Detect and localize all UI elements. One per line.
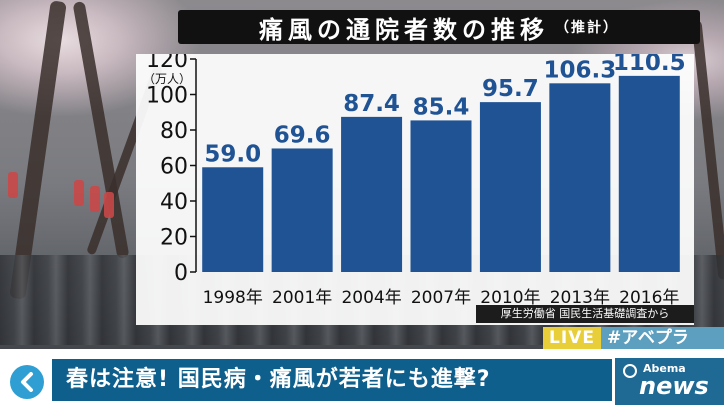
x-tick-label: 2010年	[480, 288, 540, 308]
y-tick-label: 40	[160, 190, 188, 215]
chart-title-main: 痛風の通院者数の推移	[259, 15, 549, 44]
abema-news-logo: Abema news	[615, 358, 724, 405]
chevron-left-icon	[21, 372, 33, 392]
bar	[341, 116, 403, 272]
data-label: 85.4	[413, 94, 470, 120]
y-tick-label: 80	[160, 119, 188, 144]
x-tick-label: 2001年	[272, 288, 332, 308]
data-label: 59.0	[204, 141, 261, 167]
bar	[549, 83, 611, 272]
x-tick-label: 1998年	[203, 288, 263, 308]
y-axis-unit: （万人）	[143, 72, 192, 86]
hashtag-label: #アベプラ	[601, 327, 724, 349]
chart-title: 痛風の通院者数の推移 （推計）	[178, 10, 700, 44]
bar	[202, 167, 264, 272]
bar	[410, 120, 472, 272]
logo-text-top: Abema	[643, 362, 686, 375]
y-tick-label: 20	[160, 226, 188, 251]
y-tick-label: 100	[146, 84, 188, 109]
x-tick-label: 2016年	[619, 288, 679, 308]
bar	[479, 102, 541, 272]
chart-panel: 0 20 40 60 80 100 120 59.0 1998年 69.6 2001年 87.4 200…	[136, 54, 694, 325]
logo-mark-icon	[623, 364, 637, 378]
bar	[618, 75, 680, 272]
headline-caption: 春は注意! 国民病・痛風が若者にも進撃?	[52, 359, 612, 401]
logo-text-bottom: news	[639, 372, 709, 400]
live-badge: LIVE	[543, 327, 601, 349]
x-tick-label: 2013年	[550, 288, 610, 308]
x-tick-label: 2007年	[411, 288, 471, 308]
data-label: 106.3	[543, 57, 616, 83]
source-caption: 厚生労働省 国民生活基礎調査から	[476, 305, 694, 323]
data-label: 110.5	[613, 54, 686, 76]
bar	[271, 148, 333, 272]
data-label: 95.7	[482, 76, 539, 102]
x-tick-label: 2004年	[341, 288, 401, 308]
y-tick-label: 60	[160, 155, 188, 180]
y-tick-label: 120	[146, 54, 188, 73]
back-button[interactable]	[10, 365, 44, 399]
y-tick-label: 0	[174, 261, 188, 286]
data-label: 87.4	[343, 91, 400, 117]
chart-title-sub: （推計）	[555, 20, 619, 36]
bar-chart: 0 20 40 60 80 100 120 59.0 1998年 69.6 2001年 87.4 200…	[146, 54, 686, 308]
data-label: 69.6	[274, 122, 331, 148]
